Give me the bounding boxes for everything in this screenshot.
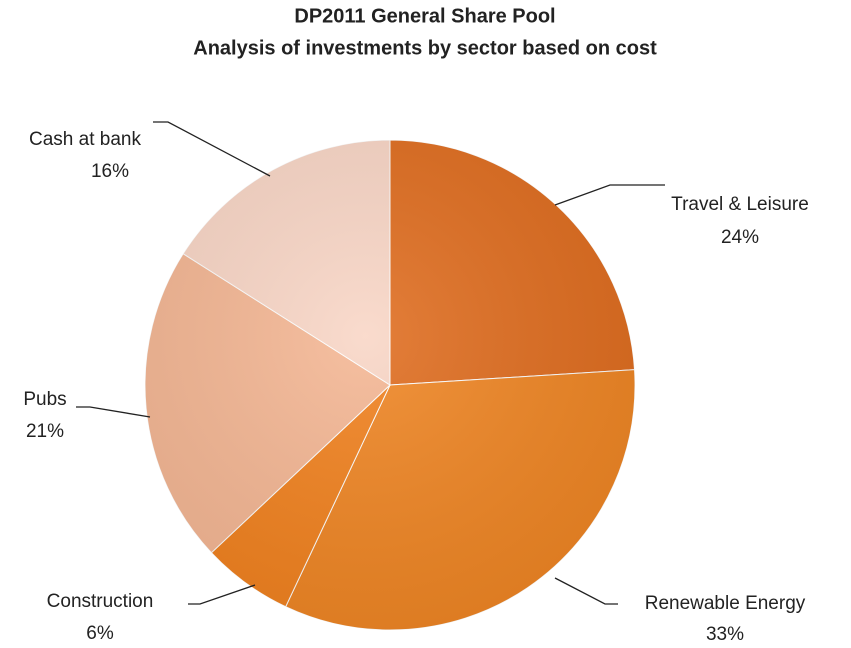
leader-line <box>153 121 271 177</box>
chart-title: DP2011 General Share Pool <box>294 5 555 27</box>
slice-label: Travel & Leisure <box>671 194 809 215</box>
leader-line <box>554 577 618 605</box>
leader-line <box>554 184 665 206</box>
slice-value-label: 16% <box>91 161 129 182</box>
chart-subtitle: Analysis of investments by sector based … <box>193 37 657 59</box>
slice-value-label: 24% <box>721 227 759 248</box>
slice-label: Pubs <box>23 389 66 410</box>
pie <box>144 139 636 631</box>
slice-value-label: 6% <box>86 623 114 644</box>
pie-slice <box>389 139 636 386</box>
slice-value-label: 33% <box>706 624 744 645</box>
slice-label: Construction <box>47 591 154 612</box>
slice-value-label: 21% <box>26 421 64 442</box>
leader-line <box>188 584 256 605</box>
slice-label: Cash at bank <box>29 129 141 150</box>
slice-label: Renewable Energy <box>645 593 806 614</box>
leader-line <box>76 406 151 418</box>
